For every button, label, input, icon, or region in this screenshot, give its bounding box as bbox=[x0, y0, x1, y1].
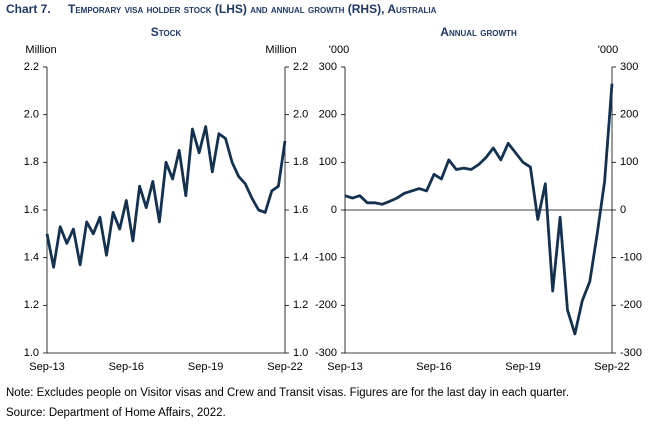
y-tick-label-left: 1.6 bbox=[24, 204, 39, 216]
y-tick-label-right: 2.2 bbox=[293, 61, 308, 73]
y-tick-label-right: 1.8 bbox=[293, 156, 308, 168]
y-tick-label-right: -100 bbox=[620, 252, 642, 264]
y-unit-left: '000 bbox=[329, 44, 349, 56]
x-tick-label: Sep-22 bbox=[267, 361, 302, 373]
y-tick-label-right: 100 bbox=[620, 156, 638, 168]
x-tick-label: Sep-13 bbox=[29, 361, 64, 373]
note: Note: Excludes people on Visitor visas a… bbox=[6, 387, 569, 399]
y-tick-label-left: 0 bbox=[331, 204, 337, 216]
x-tick-label: Sep-16 bbox=[109, 361, 144, 373]
y-tick-label-left: 2.2 bbox=[24, 61, 39, 73]
y-tick-label-right: 300 bbox=[620, 61, 638, 73]
y-tick-label-right: 1.0 bbox=[293, 347, 308, 359]
x-tick-label: Sep-19 bbox=[505, 361, 540, 373]
y-tick-label-left: -100 bbox=[315, 252, 337, 264]
y-tick-label-right: 2.0 bbox=[293, 109, 308, 121]
y-tick-label-left: 100 bbox=[319, 156, 337, 168]
y-tick-label-left: -200 bbox=[315, 299, 337, 311]
y-tick-label-right: -300 bbox=[620, 347, 642, 359]
chart-number: Chart 7. bbox=[6, 2, 51, 16]
y-tick-label-left: 1.4 bbox=[24, 252, 39, 264]
x-tick-label: Sep-19 bbox=[188, 361, 223, 373]
panel-title: Annual growth bbox=[440, 25, 517, 39]
y-tick-label-left: 300 bbox=[319, 61, 337, 73]
panel-title: Stock bbox=[151, 25, 182, 39]
y-tick-label-left: 200 bbox=[319, 109, 337, 121]
data-line bbox=[45, 125, 287, 269]
y-tick-label-left: -300 bbox=[315, 347, 337, 359]
y-unit-right: Million bbox=[265, 44, 296, 56]
y-tick-label-left: 1.0 bbox=[24, 347, 39, 359]
data-line bbox=[344, 83, 614, 336]
y-tick-label-right: -200 bbox=[620, 299, 642, 311]
y-tick-label-right: 1.2 bbox=[293, 299, 308, 311]
y-tick-label-right: 0 bbox=[620, 204, 626, 216]
source: Source: Department of Home Affairs, 2022… bbox=[6, 407, 226, 419]
chart-title: Temporary visa holder stock (LHS) and an… bbox=[68, 2, 437, 16]
y-tick-label-right: 200 bbox=[620, 109, 638, 121]
y-tick-label-right: 1.4 bbox=[293, 252, 308, 264]
y-unit-right: '000 bbox=[598, 44, 618, 56]
y-tick-label-right: 1.6 bbox=[293, 204, 308, 216]
y-tick-label-left: 2.0 bbox=[24, 109, 39, 121]
x-tick-label: Sep-22 bbox=[594, 361, 629, 373]
y-unit-left: Million bbox=[25, 44, 56, 56]
y-tick-label-left: 1.8 bbox=[24, 156, 39, 168]
x-tick-label: Sep-16 bbox=[416, 361, 451, 373]
y-tick-label-left: 1.2 bbox=[24, 299, 39, 311]
x-tick-label: Sep-13 bbox=[327, 361, 362, 373]
